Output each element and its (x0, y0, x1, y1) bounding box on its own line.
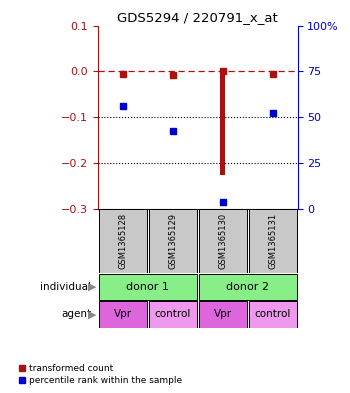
Text: ▶: ▶ (88, 309, 96, 320)
Text: GSM1365131: GSM1365131 (268, 213, 277, 269)
Bar (149, 209, 197, 273)
Bar (248, 209, 296, 273)
Text: control: control (254, 309, 291, 320)
Text: donor 1: donor 1 (126, 282, 169, 292)
Text: Vpr: Vpr (214, 309, 232, 320)
Text: GSM1365129: GSM1365129 (168, 213, 177, 269)
Bar (199, 301, 247, 328)
Legend: transformed count, percentile rank within the sample: transformed count, percentile rank withi… (15, 360, 186, 389)
Bar (248, 301, 296, 328)
Bar (99, 209, 147, 273)
Text: ▶: ▶ (88, 282, 96, 292)
Bar (99, 301, 147, 328)
Text: agent: agent (61, 309, 91, 320)
Text: GSM1365130: GSM1365130 (218, 213, 227, 269)
Text: individual: individual (40, 282, 91, 292)
Text: donor 2: donor 2 (226, 282, 269, 292)
Text: control: control (155, 309, 191, 320)
Bar (199, 209, 247, 273)
Text: GSM1365128: GSM1365128 (118, 213, 127, 269)
Text: Vpr: Vpr (114, 309, 132, 320)
Bar (199, 274, 296, 300)
Bar (99, 274, 197, 300)
Bar (220, 72, 225, 174)
Title: GDS5294 / 220791_x_at: GDS5294 / 220791_x_at (117, 11, 278, 24)
Bar (149, 301, 197, 328)
